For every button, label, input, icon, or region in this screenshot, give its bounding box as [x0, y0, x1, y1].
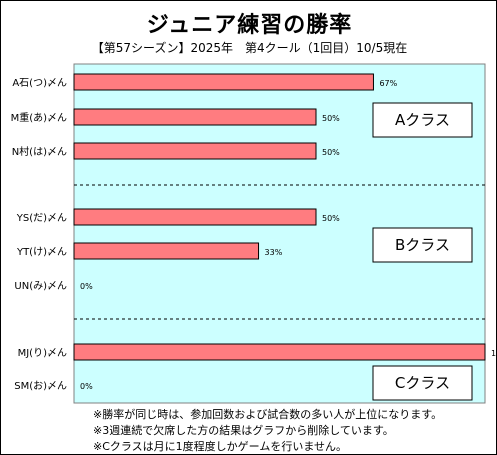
value-label-7: 100% — [491, 349, 496, 358]
category-label-2: M重(あ)〆ん — [11, 111, 67, 124]
group-box-1 — [372, 102, 473, 138]
category-label-7: MJ(り)〆ん — [18, 347, 67, 359]
bar-1 — [73, 73, 374, 91]
category-label-3: N村(は)〆ん — [12, 145, 67, 158]
value-label-6: 0% — [80, 282, 93, 291]
bar-7 — [73, 343, 486, 361]
category-label-5: YT(け)〆ん — [16, 246, 67, 258]
group-label-2: Bクラス — [395, 236, 450, 254]
value-label-1: 67% — [379, 79, 397, 88]
group-label-1: Aクラス — [395, 111, 450, 129]
value-label-8: 0% — [80, 382, 93, 391]
note-c-class: ※Cクラスは月に1度程度しかゲームを行いません。 — [93, 440, 348, 453]
group-box-2 — [372, 227, 473, 263]
value-label-4: 50% — [322, 214, 340, 223]
category-label-4: YS(だ)〆ん — [16, 212, 67, 224]
category-label-6: UN(み)〆ん — [14, 280, 67, 292]
bar-5 — [73, 242, 260, 260]
note-tie-rule: ※勝率が同じ時は、参加回数および試合数の多い人が上位になります。 — [93, 408, 443, 421]
category-label-8: SM(お)〆ん — [14, 380, 67, 392]
value-label-2: 50% — [322, 114, 340, 123]
value-label-3: 50% — [322, 148, 340, 157]
bar-4 — [73, 208, 317, 226]
chart-subtitle: 【第57シーズン】2025年 第4クール（1回目）10/5現在 — [91, 41, 408, 55]
group-label-3: Cクラス — [395, 374, 450, 392]
bar-2 — [73, 108, 317, 126]
chart-title: ジュニア練習の勝率 — [146, 13, 353, 38]
bar-3 — [73, 142, 317, 160]
category-label-1: A石(つ)〆ん — [12, 77, 67, 89]
note-absence-rule: ※3週連続で欠席した方の結果はグラフから削除しています。 — [93, 424, 394, 437]
value-label-5: 33% — [265, 248, 283, 257]
group-box-3 — [372, 365, 473, 401]
